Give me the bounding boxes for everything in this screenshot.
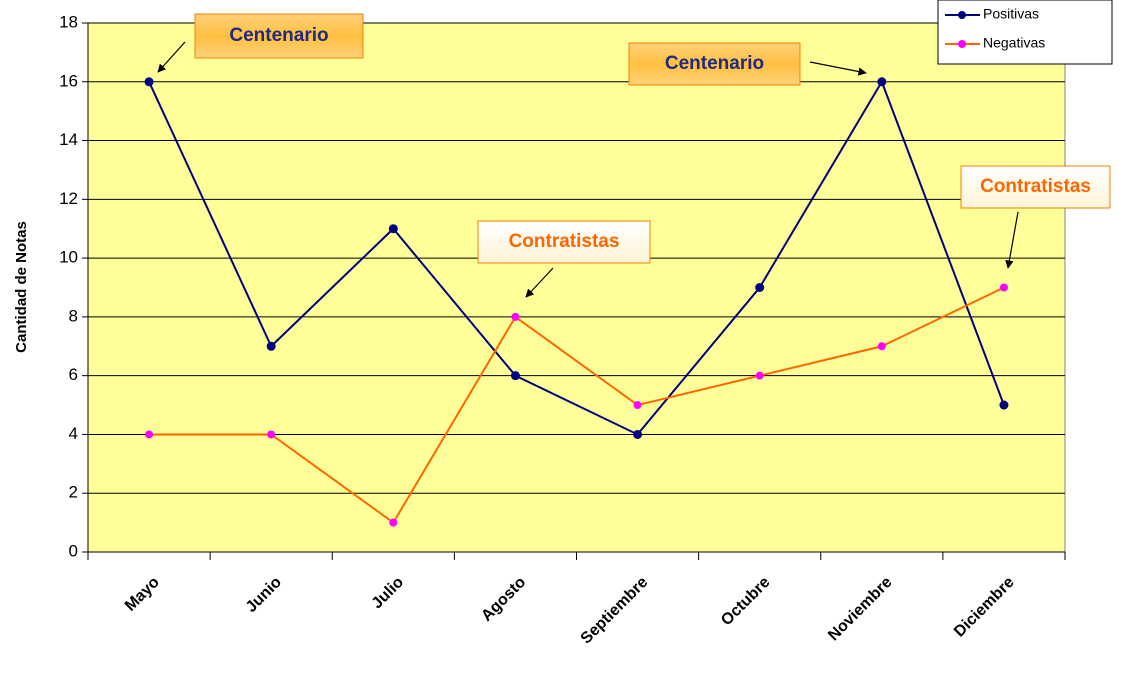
annotation-arrow xyxy=(1005,211,1019,269)
point xyxy=(145,430,154,439)
y-tick-label: 18 xyxy=(59,12,78,31)
point xyxy=(389,518,398,527)
annotation-box xyxy=(194,13,364,59)
annotation-arrow xyxy=(809,61,867,76)
annotation-arrow xyxy=(525,267,554,298)
legend-marker xyxy=(958,40,966,48)
point xyxy=(267,430,276,439)
point xyxy=(511,312,520,321)
y-tick-label: 6 xyxy=(69,365,78,384)
plot-area xyxy=(87,22,1066,553)
y-tick-label: 4 xyxy=(69,424,78,443)
point xyxy=(510,371,520,381)
point xyxy=(388,224,398,234)
point xyxy=(755,283,765,292)
annotation: Contratistas xyxy=(980,176,1091,197)
annotation-box xyxy=(960,165,1111,209)
point xyxy=(266,341,276,351)
point xyxy=(144,77,154,87)
legend-label: Positivas xyxy=(983,6,1039,22)
x-tick-label: Julio xyxy=(369,574,408,613)
point xyxy=(633,429,643,439)
y-tick-label: 12 xyxy=(59,189,78,208)
y-tick-label: 0 xyxy=(69,541,78,560)
legend-label: Negativas xyxy=(983,35,1045,51)
point xyxy=(755,371,764,380)
y-axis-label: Cantidad de Notas xyxy=(13,221,30,353)
x-tick-label: Mayo xyxy=(122,574,163,615)
point xyxy=(877,77,887,87)
point xyxy=(999,283,1008,292)
annotation-box xyxy=(477,220,651,264)
series-line xyxy=(149,286,1005,525)
y-tick-label: 14 xyxy=(59,130,78,149)
y-tick-label: 16 xyxy=(59,71,78,90)
x-tick-label: Junio xyxy=(243,574,285,616)
y-tick-label: 10 xyxy=(59,248,78,267)
point xyxy=(999,400,1009,410)
x-tick-label: Noviembre xyxy=(825,574,896,645)
x-tick-label: Diciembre xyxy=(951,574,1018,641)
y-tick-label: 8 xyxy=(69,306,78,325)
annotation: Centenario xyxy=(665,53,764,74)
point xyxy=(633,401,642,410)
x-tick-label: Octubre xyxy=(718,574,773,629)
point xyxy=(877,342,886,351)
annotation-box xyxy=(628,42,801,86)
legend-box xyxy=(937,0,1113,65)
series-line xyxy=(148,79,1005,436)
annotation-arrow xyxy=(157,41,186,73)
x-tick-label: Septiembre xyxy=(578,574,652,648)
y-tick-label: 2 xyxy=(69,483,78,502)
annotation: Centenario xyxy=(229,25,328,46)
x-tick-label: Agosto xyxy=(478,574,529,625)
annotation: Contratistas xyxy=(509,231,620,252)
legend-marker xyxy=(958,11,966,19)
